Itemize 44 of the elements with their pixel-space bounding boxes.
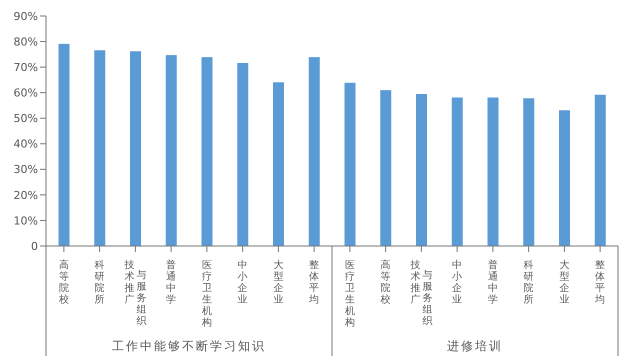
bar bbox=[94, 50, 106, 246]
x-tick-label: 科研院所 bbox=[524, 259, 534, 306]
x-tick-label: 科研院所 bbox=[94, 259, 105, 306]
x-tick-label: 大型企业 bbox=[273, 259, 284, 306]
bar bbox=[166, 55, 177, 246]
x-tick-label: 中小企业 bbox=[452, 259, 462, 306]
x-tick-label: 高等院校 bbox=[380, 259, 391, 306]
bar bbox=[202, 57, 213, 246]
y-tick-label: 70% bbox=[14, 61, 38, 74]
category-label: 技术推广与服务组织 bbox=[124, 260, 146, 327]
y-tick-label: 40% bbox=[14, 138, 38, 151]
x-tick-label: 高等院校 bbox=[58, 259, 69, 306]
x-tick-label: 普通中学 bbox=[166, 259, 176, 306]
x-tick-label: 普通中学 bbox=[488, 259, 498, 306]
text: 进修培训 bbox=[447, 339, 503, 353]
bar bbox=[416, 94, 428, 246]
bar bbox=[523, 98, 534, 246]
bar bbox=[58, 44, 70, 246]
y-tick-label: 10% bbox=[14, 214, 38, 228]
x-tick-label: 整体平均 bbox=[308, 259, 320, 306]
y-tick-label: 50% bbox=[14, 112, 38, 126]
text: 工作中能够不断学习知识 bbox=[112, 339, 266, 353]
bar bbox=[237, 63, 248, 246]
x-tick-label: 医疗卫生机构 bbox=[344, 260, 355, 328]
y-tick-label: 60% bbox=[14, 86, 38, 100]
y-tick-label: 80% bbox=[14, 35, 38, 48]
category-label: 技术推广与服务组织 bbox=[410, 260, 432, 327]
bar bbox=[452, 98, 463, 246]
bar bbox=[380, 90, 392, 246]
y-tick-label: 30% bbox=[14, 163, 38, 176]
bar bbox=[130, 51, 142, 246]
y-tick-label: 0 bbox=[31, 240, 38, 253]
bar bbox=[308, 57, 320, 246]
bar bbox=[559, 110, 570, 246]
bar bbox=[594, 94, 606, 246]
x-tick-label: 大型企业 bbox=[559, 259, 570, 306]
x-tick-label: 医疗卫生机构 bbox=[200, 260, 212, 328]
bar bbox=[273, 82, 284, 246]
x-tick-label: 整体平均 bbox=[594, 259, 606, 306]
x-tick-label: 中小企业 bbox=[238, 259, 248, 306]
bar bbox=[344, 82, 356, 246]
y-tick-label: 20% bbox=[14, 188, 38, 202]
y-tick-label: 90% bbox=[14, 10, 38, 23]
bar bbox=[488, 98, 499, 246]
